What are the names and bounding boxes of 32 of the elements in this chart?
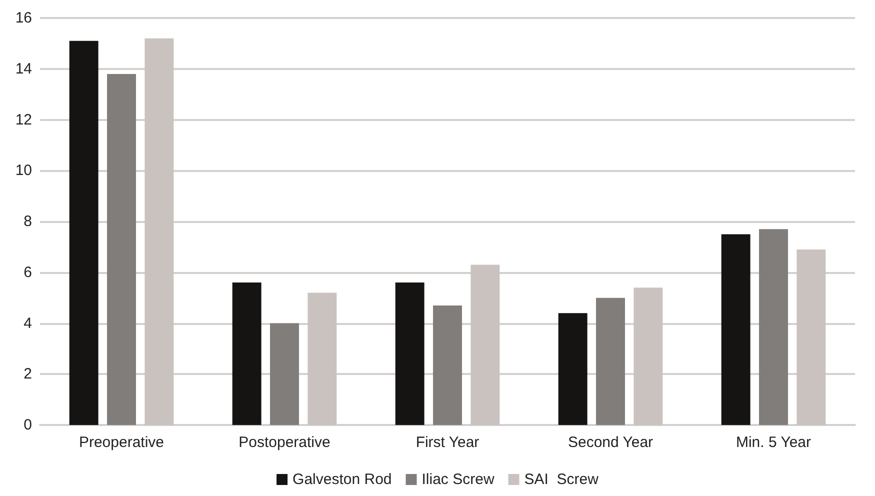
bar: [270, 323, 299, 425]
bar: [107, 74, 136, 425]
bar: [796, 249, 826, 425]
legend-label: SAI Screw: [524, 471, 599, 488]
x-tick-label: Min. 5 Year: [736, 434, 812, 451]
y-tick-label: 14: [15, 60, 32, 78]
bar: [232, 282, 262, 425]
y-tick-label: 16: [15, 10, 32, 26]
bar: [144, 38, 174, 425]
bar: [634, 288, 663, 425]
bar: [759, 229, 788, 425]
bar: [558, 313, 588, 425]
bar: [308, 292, 337, 425]
y-tick-label: 6: [24, 264, 32, 281]
y-tick-label: 4: [24, 314, 32, 332]
x-tick-label: Postoperative: [238, 434, 330, 451]
bar: [470, 264, 500, 425]
y-tick-label: 0: [24, 416, 32, 434]
legend-label: Galveston Rod: [292, 471, 392, 488]
y-tick-label: 2: [24, 366, 32, 383]
x-tick-label: Preoperative: [78, 434, 164, 451]
bar: [596, 298, 625, 425]
y-tick-label: 12: [15, 111, 32, 128]
bar: [721, 234, 750, 425]
x-tick-label: Second Year: [568, 434, 654, 451]
x-tick-label: First Year: [416, 434, 480, 451]
y-tick-label: 10: [15, 162, 32, 180]
bar: [395, 282, 424, 425]
bar: [433, 305, 462, 425]
y-tick-label: 8: [24, 213, 32, 230]
legend-label: Iliac Screw: [422, 471, 494, 488]
bar: [69, 40, 98, 425]
